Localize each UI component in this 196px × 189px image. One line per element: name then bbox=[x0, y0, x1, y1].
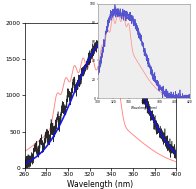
X-axis label: Wavelength (nm): Wavelength (nm) bbox=[131, 106, 157, 110]
X-axis label: Wavelength (nm): Wavelength (nm) bbox=[67, 180, 133, 189]
